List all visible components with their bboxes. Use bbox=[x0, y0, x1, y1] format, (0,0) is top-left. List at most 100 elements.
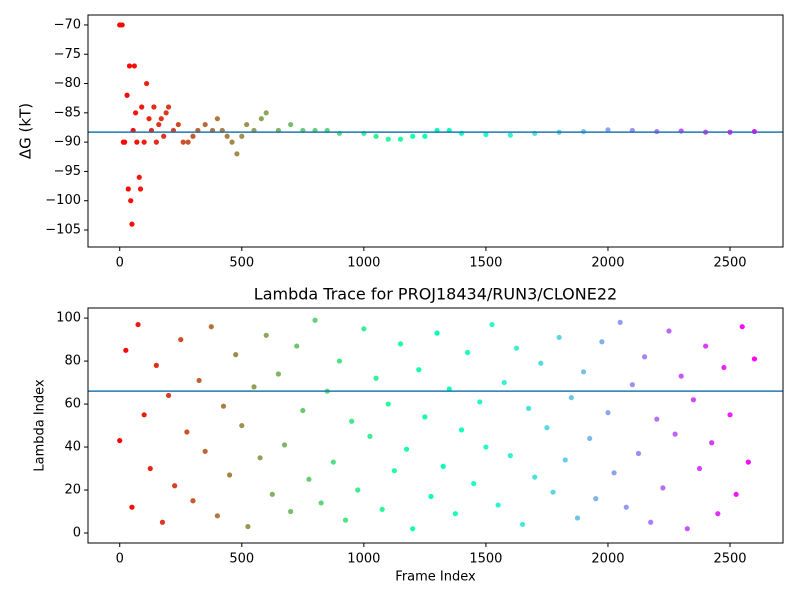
point bbox=[202, 121, 208, 128]
point bbox=[507, 453, 513, 459]
point bbox=[294, 343, 300, 349]
point bbox=[519, 521, 526, 528]
point bbox=[151, 104, 157, 110]
x-tick-label: 500 bbox=[229, 256, 254, 271]
point bbox=[161, 133, 167, 139]
point bbox=[684, 526, 690, 532]
point bbox=[574, 515, 581, 521]
point bbox=[318, 500, 324, 506]
point bbox=[605, 127, 611, 133]
point bbox=[239, 133, 245, 139]
point bbox=[136, 174, 142, 180]
point bbox=[214, 116, 220, 122]
point bbox=[133, 110, 139, 116]
point bbox=[501, 379, 507, 386]
point bbox=[471, 480, 477, 487]
point bbox=[312, 317, 318, 323]
point bbox=[672, 431, 678, 437]
point bbox=[123, 347, 129, 353]
point bbox=[538, 360, 544, 366]
point bbox=[135, 321, 141, 328]
point bbox=[355, 487, 361, 493]
point bbox=[128, 198, 134, 204]
point bbox=[635, 450, 642, 457]
point bbox=[532, 474, 538, 480]
point bbox=[180, 139, 186, 145]
point bbox=[288, 508, 294, 515]
point bbox=[214, 513, 220, 519]
point bbox=[403, 446, 410, 452]
point bbox=[330, 459, 336, 465]
point bbox=[751, 356, 758, 362]
point bbox=[220, 403, 227, 409]
point bbox=[263, 332, 269, 338]
point bbox=[410, 526, 416, 532]
point bbox=[258, 116, 264, 122]
point bbox=[163, 110, 169, 116]
point bbox=[458, 427, 465, 433]
point bbox=[727, 412, 733, 418]
point bbox=[733, 491, 739, 497]
x-tick-label: 2000 bbox=[591, 256, 624, 271]
point bbox=[153, 362, 159, 368]
point bbox=[599, 339, 605, 345]
chart-title: Lambda Trace for PROJ18434/RUN3/CLONE22 bbox=[254, 285, 617, 304]
point bbox=[172, 483, 178, 489]
point bbox=[159, 519, 166, 525]
point bbox=[660, 485, 666, 491]
y-tick-label: 20 bbox=[64, 483, 81, 498]
point bbox=[208, 324, 214, 330]
point bbox=[251, 384, 257, 390]
point bbox=[196, 377, 202, 384]
point bbox=[175, 121, 181, 128]
point bbox=[224, 133, 230, 139]
x-tick-label: 500 bbox=[229, 552, 254, 567]
point bbox=[721, 364, 727, 371]
point bbox=[422, 414, 428, 420]
point bbox=[119, 22, 125, 28]
point bbox=[495, 502, 501, 508]
point bbox=[703, 343, 709, 349]
point bbox=[129, 504, 135, 510]
x-tick-label: 0 bbox=[116, 256, 124, 271]
point bbox=[483, 131, 489, 138]
point bbox=[233, 352, 239, 358]
point bbox=[367, 433, 373, 439]
y-tick-label: 100 bbox=[56, 311, 81, 326]
point bbox=[416, 367, 422, 373]
point bbox=[275, 371, 282, 377]
point bbox=[373, 133, 379, 139]
point bbox=[611, 470, 617, 476]
y-tick-label: −90 bbox=[54, 135, 81, 150]
point bbox=[147, 465, 153, 472]
point bbox=[483, 444, 489, 450]
point bbox=[678, 373, 684, 379]
point bbox=[477, 399, 483, 405]
point bbox=[690, 397, 697, 403]
point bbox=[349, 418, 355, 424]
point bbox=[587, 435, 593, 442]
point bbox=[288, 121, 294, 128]
x-tick-label: 0 bbox=[116, 552, 124, 567]
point bbox=[239, 422, 245, 429]
point bbox=[465, 349, 471, 356]
y-tick-label: −105 bbox=[45, 223, 81, 238]
point bbox=[428, 493, 434, 500]
point bbox=[257, 455, 263, 461]
point bbox=[623, 504, 629, 510]
point bbox=[185, 139, 191, 145]
y-tick-label: −70 bbox=[54, 17, 81, 32]
point bbox=[244, 121, 250, 128]
point bbox=[745, 459, 751, 465]
point bbox=[281, 442, 288, 448]
point bbox=[507, 132, 513, 138]
point bbox=[648, 519, 654, 525]
point bbox=[550, 489, 556, 495]
point bbox=[385, 136, 391, 142]
point bbox=[178, 336, 184, 343]
point bbox=[139, 104, 145, 110]
point bbox=[568, 395, 574, 401]
y-tick-label: −75 bbox=[54, 47, 81, 62]
point bbox=[739, 324, 745, 330]
